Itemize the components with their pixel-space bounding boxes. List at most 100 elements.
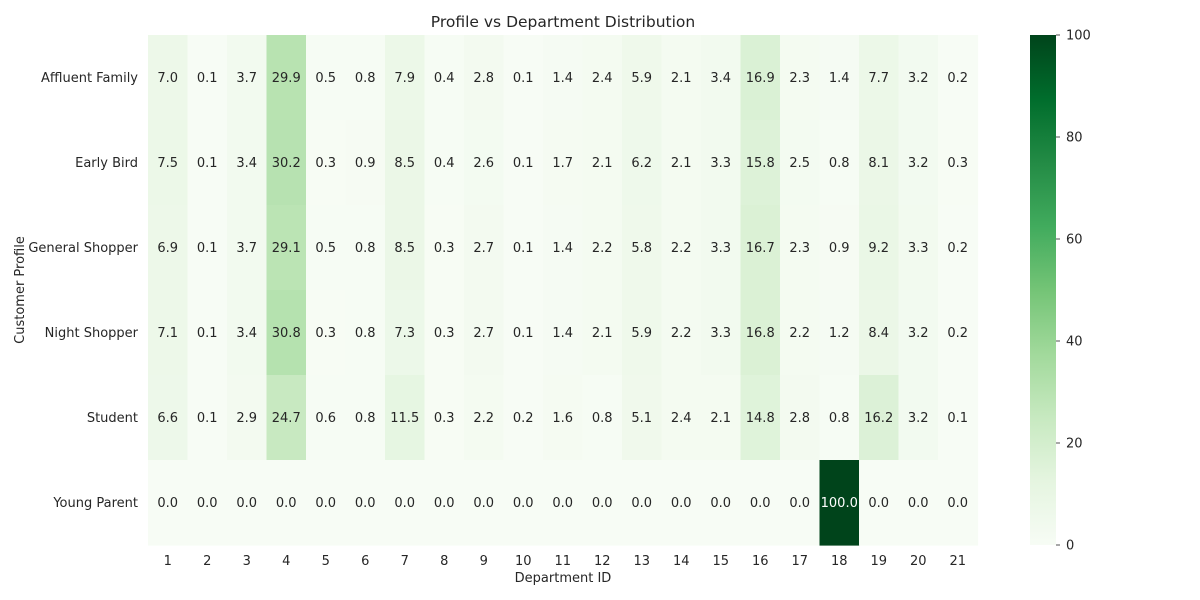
cell-value-label: 2.1 xyxy=(671,71,692,86)
heatmap-cell xyxy=(819,35,860,121)
x-axis-ticks: 1 2 3 4 5 6 7 8 9 10 11 12 13 14 15 16 17 18 19 20 21 xyxy=(164,554,966,569)
cell-value-label: 6.2 xyxy=(631,156,652,171)
heatmap-cell xyxy=(148,460,189,546)
heatmap-cell xyxy=(938,460,979,546)
heatmap-cell xyxy=(187,120,228,206)
heatmap-cell xyxy=(187,460,228,546)
cell-value-label: 0.1 xyxy=(197,326,218,341)
cell-value-label: 14.8 xyxy=(746,411,775,426)
x-tick-label: 11 xyxy=(554,554,571,569)
x-tick-label: 15 xyxy=(712,554,729,569)
x-tick-label: 12 xyxy=(594,554,611,569)
heatmap-cell xyxy=(424,205,465,291)
heatmap-cell xyxy=(424,120,465,206)
cell-value-label: 0.0 xyxy=(434,496,455,511)
heatmap-cell xyxy=(819,460,860,546)
heatmap-cell xyxy=(859,460,900,546)
x-tick-label: 16 xyxy=(752,554,769,569)
cell-value-label: 7.3 xyxy=(394,326,415,341)
heatmap-cell xyxy=(740,205,781,291)
cell-value-label: 0.0 xyxy=(157,496,178,511)
y-axis-ticks: Affluent Family Early Bird General Shopper… xyxy=(28,71,138,511)
heatmap-cell xyxy=(582,375,623,461)
cell-value-label: 0.0 xyxy=(631,496,652,511)
heatmap-cell xyxy=(938,35,979,121)
heatmap-cell xyxy=(543,35,584,121)
cell-value-label: 2.7 xyxy=(473,241,494,256)
cell-value-label: 0.1 xyxy=(947,411,968,426)
heatmap-cell xyxy=(464,205,505,291)
heatmap-cell xyxy=(622,290,663,376)
cell-value-label: 3.2 xyxy=(908,326,929,341)
cell-value-label: 0.2 xyxy=(513,411,534,426)
cell-value-label: 0.1 xyxy=(197,411,218,426)
cell-value-label: 0.8 xyxy=(355,326,376,341)
cell-value-label: 0.0 xyxy=(513,496,534,511)
heatmap-cell xyxy=(859,290,900,376)
heatmap-cell xyxy=(543,205,584,291)
heatmap-cell xyxy=(306,460,347,546)
cell-value-label: 3.4 xyxy=(236,326,257,341)
heatmap-cell xyxy=(582,35,623,121)
heatmap-cell xyxy=(661,120,702,206)
cell-value-label: 0.5 xyxy=(315,71,336,86)
cell-value-label: 29.9 xyxy=(272,71,301,86)
x-tick-label: 18 xyxy=(831,554,848,569)
cell-value-label: 3.7 xyxy=(236,71,257,86)
cell-value-label: 7.5 xyxy=(157,156,178,171)
colorbar-tick-label: 100 xyxy=(1066,29,1091,44)
heatmap-cell xyxy=(148,290,189,376)
heatmap-cell xyxy=(503,290,544,376)
heatmap-cell xyxy=(306,120,347,206)
heatmap-cell xyxy=(938,205,979,291)
cell-value-label: 0.0 xyxy=(947,496,968,511)
y-tick-label: Night Shopper xyxy=(45,326,139,341)
cell-value-label: 0.0 xyxy=(908,496,929,511)
cell-value-label: 0.8 xyxy=(592,411,613,426)
heatmap-cell xyxy=(740,35,781,121)
heatmap-cell xyxy=(859,205,900,291)
cell-value-label: 2.2 xyxy=(671,241,692,256)
cell-value-label: 2.3 xyxy=(789,71,810,86)
heatmap-cell xyxy=(582,205,623,291)
heatmap-cell xyxy=(148,120,189,206)
cell-value-label: 0.8 xyxy=(829,411,850,426)
cell-value-label: 0.9 xyxy=(355,156,376,171)
heatmap-cell xyxy=(543,460,584,546)
heatmap-cell xyxy=(227,35,268,121)
y-tick-label: Student xyxy=(87,411,138,426)
cell-value-label: 2.7 xyxy=(473,326,494,341)
heatmap-cell xyxy=(819,290,860,376)
cell-value-label: 0.0 xyxy=(236,496,257,511)
colorbar-tick-label: 20 xyxy=(1066,437,1083,452)
cell-value-label: 0.8 xyxy=(355,241,376,256)
heatmap-cell xyxy=(701,120,742,206)
cell-value-label: 6.9 xyxy=(157,241,178,256)
x-tick-label: 8 xyxy=(440,554,448,569)
colorbar xyxy=(1030,35,1056,545)
heatmap-cell xyxy=(543,120,584,206)
heatmap-cell xyxy=(740,120,781,206)
cell-value-label: 16.2 xyxy=(864,411,893,426)
heatmap-cell xyxy=(819,375,860,461)
cell-value-label: 3.7 xyxy=(236,241,257,256)
heatmap-cell xyxy=(740,460,781,546)
heatmap-cell xyxy=(266,120,307,206)
heatmap-cell xyxy=(266,205,307,291)
heatmap-cell xyxy=(701,290,742,376)
heatmap-cell xyxy=(424,375,465,461)
cell-value-label: 0.4 xyxy=(434,156,455,171)
cell-value-label: 0.1 xyxy=(197,71,218,86)
heatmap-cell xyxy=(385,460,426,546)
colorbar-tick-label: 60 xyxy=(1066,233,1083,248)
cell-value-label: 8.4 xyxy=(868,326,889,341)
cell-value-label: 0.3 xyxy=(434,411,455,426)
colorbar-ticks: 0 20 40 60 80 100 xyxy=(1056,29,1091,554)
cell-value-label: 7.9 xyxy=(394,71,415,86)
cell-value-label: 2.2 xyxy=(592,241,613,256)
cell-value-label: 1.4 xyxy=(552,241,573,256)
cell-value-label: 2.6 xyxy=(473,156,494,171)
cell-value-label: 16.7 xyxy=(746,241,775,256)
heatmap-cell xyxy=(148,375,189,461)
cell-value-label: 0.1 xyxy=(513,326,534,341)
